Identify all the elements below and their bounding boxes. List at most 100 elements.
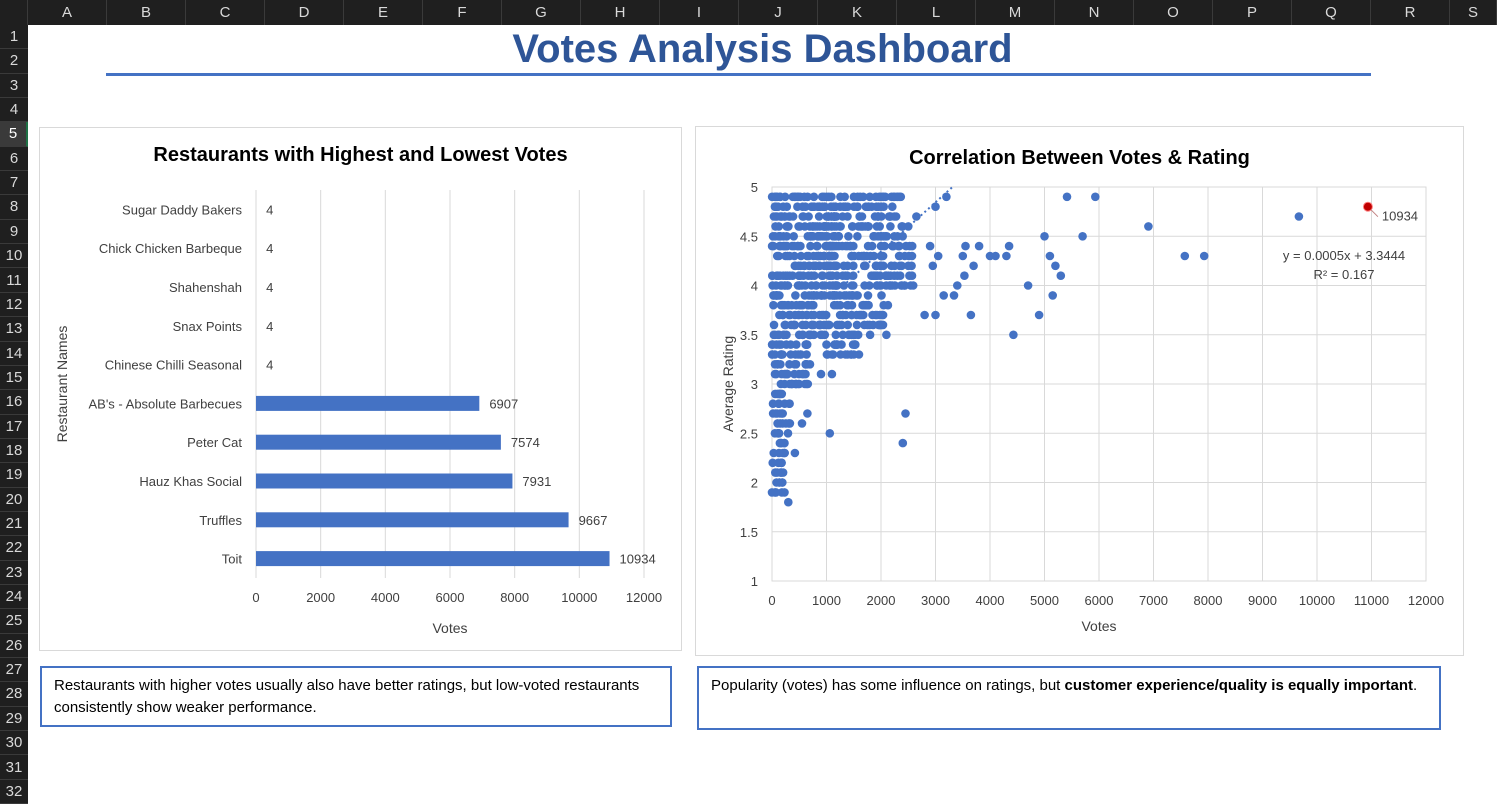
row-header-28[interactable]: 28 [0,682,28,707]
scatter-point [875,192,884,202]
bar [256,395,480,411]
row-header-16[interactable]: 16 [0,390,28,415]
row-header-22[interactable]: 22 [0,536,28,561]
scatter-y-tick-label: 2 [751,476,758,491]
column-header-p[interactable]: P [1213,0,1292,25]
column-header-f[interactable]: F [423,0,502,25]
scatter-point [958,251,968,261]
bar-category-label: Shahenshah [169,280,242,295]
scatter-point [1056,271,1066,280]
select-all-corner[interactable] [0,0,28,25]
column-header-o[interactable]: O [1134,0,1213,25]
scatter-point [864,202,873,211]
row-header-12[interactable]: 12 [0,293,28,318]
row-header-31[interactable]: 31 [0,756,28,780]
scatter-x-axis-title: Votes [1081,618,1116,634]
row-header-3[interactable]: 3 [0,74,28,99]
worksheet[interactable]: Votes Analysis Dashboard Restaurants wit… [28,25,1497,804]
scatter-point [784,497,793,507]
scatter-point [841,271,850,280]
scatter-point [844,232,853,241]
scatter-point [770,192,780,202]
bar-category-label: Toit [222,552,243,567]
row-header-27[interactable]: 27 [0,658,28,683]
row-header-bar: 1 2 3 4 5 6 7 8 9 10 11 12 13 14 15 16 17 18 19 20 21 22 23 24 2… [0,25,28,804]
scatter-point [769,212,779,221]
scatter-point [895,251,905,261]
scatter-x-tick-label: 9000 [1248,593,1277,608]
row-header-21[interactable]: 21 [0,512,28,537]
scatter-x-tick-label: 11000 [1354,593,1389,608]
column-header-a[interactable]: A [28,0,107,25]
row-header-6[interactable]: 6 [0,147,28,172]
column-header-g[interactable]: G [502,0,581,25]
column-header-s[interactable]: S [1450,0,1497,25]
bar [256,473,513,489]
column-header-d[interactable]: D [265,0,344,25]
bar-data-label: 4 [266,358,273,373]
scatter-point [775,389,785,399]
column-header-m[interactable]: M [976,0,1055,25]
row-header-15[interactable]: 15 [0,366,28,391]
row-header-14[interactable]: 14 [0,342,28,366]
scatter-point [793,350,803,359]
column-header-n[interactable]: N [1055,0,1134,25]
scatter-point [825,429,835,438]
row-header-1[interactable]: 1 [0,25,28,50]
row-header-5[interactable]: 5 [0,122,28,147]
scatter-y-tick-label: 1 [751,574,758,589]
scatter-point [907,271,917,280]
row-header-26[interactable]: 26 [0,634,28,659]
scatter-point [815,261,824,271]
row-header-23[interactable]: 23 [0,561,28,586]
row-header-4[interactable]: 4 [0,98,28,123]
bar-x-axis-title: Votes [432,620,467,636]
row-header-19[interactable]: 19 [0,463,28,488]
bar-x-tick-label: 4000 [371,590,400,605]
row-header-24[interactable]: 24 [0,585,28,610]
column-header-j[interactable]: J [739,0,818,25]
column-header-r[interactable]: R [1371,0,1450,25]
column-header-b[interactable]: B [107,0,186,25]
column-header-e[interactable]: E [344,0,423,25]
column-header-h[interactable]: H [581,0,660,25]
row-header-11[interactable]: 11 [0,269,28,293]
row-header-10[interactable]: 10 [0,244,28,269]
scatter-point [857,212,867,221]
row-header-32[interactable]: 32 [0,780,28,804]
column-header-q[interactable]: Q [1292,0,1371,25]
scatter-point [800,192,809,202]
row-header-20[interactable]: 20 [0,488,28,512]
scatter-point [877,232,886,241]
scatter-point [847,251,856,261]
row-header-18[interactable]: 18 [0,439,28,464]
scatter-point [843,320,852,330]
scatter-point [857,251,867,261]
scatter-point [1034,310,1044,320]
column-header-l[interactable]: L [897,0,976,25]
scatter-point [810,271,819,280]
bar-x-tick-label: 12000 [626,590,662,605]
scatter-point [823,320,833,330]
row-header-8[interactable]: 8 [0,195,28,220]
row-header-30[interactable]: 30 [0,731,28,756]
column-header-i[interactable]: I [660,0,739,25]
column-header-c[interactable]: C [186,0,265,25]
bar-category-label: Sugar Daddy Bakers [122,202,242,217]
bar-chart-panel[interactable]: Restaurants with Highest and Lowest Vote… [39,127,682,651]
scatter-point [794,192,803,202]
bar-data-label: 4 [266,202,273,217]
row-header-17[interactable]: 17 [0,415,28,439]
row-header-13[interactable]: 13 [0,317,28,342]
column-header-k[interactable]: K [818,0,897,25]
row-header-7[interactable]: 7 [0,171,28,196]
scatter-point [767,350,777,359]
row-header-2[interactable]: 2 [0,49,28,74]
scatter-point [855,192,865,202]
row-header-9[interactable]: 9 [0,220,28,245]
row-header-29[interactable]: 29 [0,707,28,732]
scatter-chart-panel[interactable]: Correlation Between Votes & Rating 0 1000… [695,126,1464,656]
row-header-25[interactable]: 25 [0,609,28,634]
scatter-point [819,310,828,320]
scatter-point [790,360,799,369]
